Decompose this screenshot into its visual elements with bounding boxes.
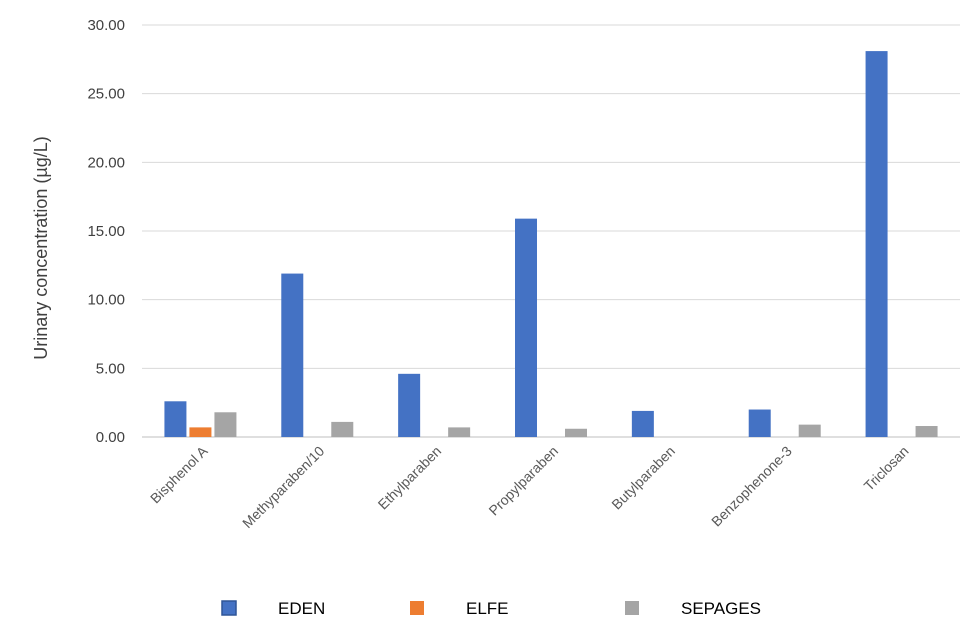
y-axis-label: Urinary concentration (µg/L): [31, 136, 51, 359]
y-tick-label: 25.00: [87, 86, 125, 103]
y-tick-label: 0.00: [96, 429, 125, 446]
bar-eden: [281, 273, 304, 437]
x-tick-label: Ethylparaben: [375, 443, 445, 513]
y-tick-label: 15.00: [87, 223, 125, 240]
bar-sepages: [214, 412, 237, 437]
bars: [164, 51, 938, 438]
legend-label-elfe: ELFE: [466, 599, 509, 618]
y-axis-ticks: 0.00 5.00 10.00 15.00 20.00 25.00 30.00: [87, 17, 125, 446]
legend-swatch-elfe: [410, 601, 424, 615]
bar-sepages: [915, 426, 938, 437]
x-tick-label: Butylparaben: [608, 443, 678, 513]
y-tick-label: 30.00: [87, 17, 125, 34]
x-axis-ticks: Bisphenol A Methyparaben/10 Ethylparaben Pr…: [147, 442, 912, 531]
legend-label-sepages: SEPAGES: [681, 599, 761, 618]
bar-sepages: [798, 424, 821, 437]
bar-sepages: [565, 428, 587, 437]
y-tick-label: 20.00: [87, 154, 125, 171]
x-tick-label: Propylparaben: [485, 443, 561, 519]
x-tick-label: Benzophenone-3: [708, 443, 795, 530]
x-tick-label: Bisphenol A: [147, 442, 211, 506]
bar-eden: [865, 51, 888, 438]
x-tick-label: Methyparaben/10: [239, 443, 328, 532]
y-tick-label: 5.00: [96, 360, 125, 377]
bar-elfe: [189, 427, 212, 437]
bar-eden: [515, 218, 537, 437]
y-tick-label: 10.00: [87, 292, 125, 309]
legend-swatch-sepages: [625, 601, 639, 615]
bar-sepages: [448, 427, 471, 437]
gridlines: [142, 24, 960, 438]
legend: EDEN ELFE SEPAGES: [221, 599, 761, 618]
bar-eden: [748, 409, 771, 437]
bar-eden: [631, 410, 654, 437]
x-tick-label: Triclosan: [861, 443, 912, 494]
legend-swatch-eden: [221, 600, 237, 616]
bar-eden: [398, 373, 421, 437]
bar-eden: [164, 401, 187, 437]
legend-label-eden: EDEN: [278, 599, 325, 618]
bar-sepages: [331, 421, 354, 437]
